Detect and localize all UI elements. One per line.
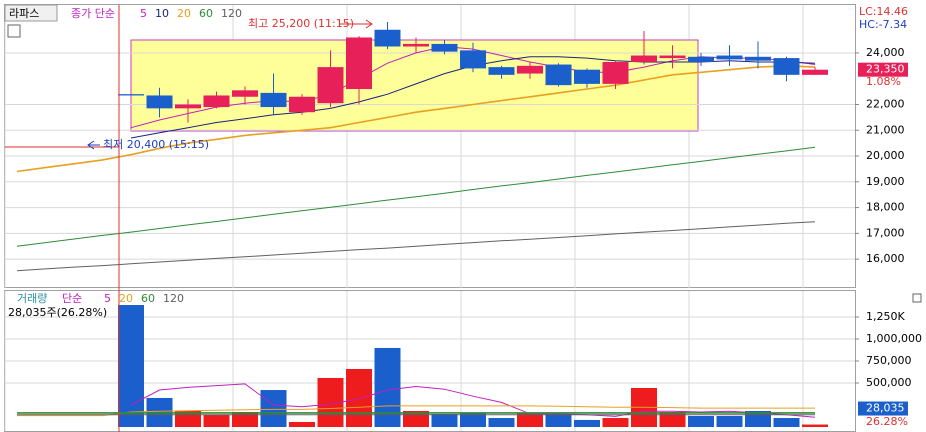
y-tick-label: 1,250K xyxy=(866,310,905,323)
title-box xyxy=(4,4,58,22)
candle-body xyxy=(289,96,315,113)
y-tick-label: 1,000,000 xyxy=(866,332,922,345)
volume-bar xyxy=(545,413,572,427)
volume-bar xyxy=(260,390,287,427)
candle-body xyxy=(175,104,201,109)
candle-body xyxy=(545,64,572,86)
plot-layer: 16,000 17,000 18,000 19,000 20,000 21,000 22,0… xyxy=(5,22,922,427)
ma-line xyxy=(16,221,816,272)
y-tick-label: 500,000 xyxy=(866,376,912,389)
legend-entry: 5 xyxy=(104,292,111,305)
volume-bar xyxy=(488,418,515,427)
y-tick-label: 16,000 xyxy=(866,252,905,265)
candle-body xyxy=(403,43,429,47)
volume-bar xyxy=(688,415,714,427)
legend-entry: 20 xyxy=(177,7,191,20)
y-tick-label: 21,000 xyxy=(866,123,905,136)
volume-bar xyxy=(203,415,230,427)
annotation-low: 최저 20,400 (15:15) xyxy=(103,138,209,151)
lc-label: LC:14.46 xyxy=(859,5,908,18)
volume-bar xyxy=(659,412,686,427)
volume-bar xyxy=(460,413,486,427)
candle-body xyxy=(232,90,258,97)
volume-bar xyxy=(289,421,315,427)
candle-body xyxy=(118,94,144,96)
y-tick-label: 20,000 xyxy=(866,149,905,162)
ma-line xyxy=(16,64,816,173)
candle-body xyxy=(602,61,629,84)
hc-label: HC:-7.34 xyxy=(859,18,907,31)
candle-body xyxy=(488,67,515,75)
volume-bar xyxy=(773,418,800,427)
volume-bar xyxy=(802,424,828,427)
y-tick-label: 18,000 xyxy=(866,201,905,214)
last-price-label: 23,350 xyxy=(866,63,905,76)
y-tick-label: 22,000 xyxy=(866,97,905,110)
last-value-box xyxy=(858,401,908,416)
candle-body xyxy=(517,65,543,74)
table-icon[interactable] xyxy=(7,24,21,38)
y-tick-label: 17,000 xyxy=(866,226,905,239)
close-button[interactable] xyxy=(912,293,922,303)
annotation-arrow xyxy=(340,19,373,29)
highlight-box xyxy=(130,39,699,132)
volume-bar xyxy=(716,415,743,427)
candle-body xyxy=(574,69,600,84)
legend: 5 20 60 120 xyxy=(104,292,184,305)
volume-bar xyxy=(118,305,144,427)
legend-entry: 20 xyxy=(119,292,133,305)
candle-body xyxy=(745,56,771,61)
legend-entry: 5 xyxy=(140,7,147,20)
candle-body xyxy=(659,55,686,59)
candle-body xyxy=(773,58,800,75)
volume-bar xyxy=(517,413,543,427)
volume-bar xyxy=(431,413,458,427)
volume-ma-label: 단순 xyxy=(62,292,82,305)
y-tick-label: 24,000 xyxy=(866,46,905,59)
candle-body xyxy=(460,50,486,69)
change-label: 1.08% xyxy=(866,75,901,88)
volume-bar xyxy=(374,347,401,427)
ma-line xyxy=(16,146,816,247)
candle-body xyxy=(260,92,287,108)
volume-title: 거래량 xyxy=(17,292,47,305)
last-value-label: 28,035 xyxy=(866,402,905,415)
ma-line xyxy=(17,405,815,417)
ma-line xyxy=(130,383,816,418)
candle-body xyxy=(802,69,828,75)
candle-body xyxy=(716,55,743,60)
y-tick-label: 19,000 xyxy=(866,175,905,188)
volume-info: 28,035주(26.28%) xyxy=(8,306,107,319)
candle-body xyxy=(146,95,173,109)
annotation-high: 최고 25,200 (11:15) xyxy=(248,17,354,30)
candle-body xyxy=(631,55,657,62)
y-tick-label: 750,000 xyxy=(866,354,912,367)
candle-body xyxy=(688,56,714,62)
legend-entry: 60 xyxy=(141,292,155,305)
legend-entry: 120 xyxy=(163,292,184,305)
annotation-arrow xyxy=(87,140,100,150)
candle-body xyxy=(317,67,344,104)
volume-bar xyxy=(574,419,600,427)
ma-legend-label: 종가 단순 xyxy=(71,7,115,20)
legend: 5 10 20 60 120 xyxy=(140,7,242,20)
chart-title: 라파스 xyxy=(9,7,39,20)
volume-bar xyxy=(602,418,629,427)
legend-entry: 60 xyxy=(199,7,213,20)
candle-body xyxy=(346,37,372,90)
candle-body xyxy=(431,43,458,52)
volume-bar xyxy=(232,412,258,427)
legend-entry: 10 xyxy=(155,7,169,20)
last-price-box xyxy=(858,62,908,77)
candle-body xyxy=(203,95,230,108)
volume-bar xyxy=(346,369,372,427)
ratio-label: 26.28% xyxy=(866,415,908,428)
legend-entry: 120 xyxy=(221,7,242,20)
candle-body xyxy=(374,29,401,47)
